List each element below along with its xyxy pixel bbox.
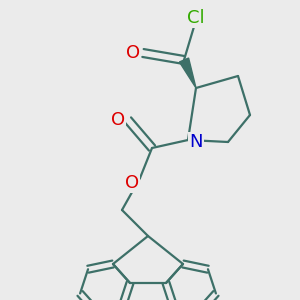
Text: Cl: Cl [187,9,205,27]
Text: O: O [126,44,140,62]
Polygon shape [179,58,196,88]
Text: O: O [125,174,139,192]
Text: O: O [111,111,125,129]
Text: O: O [126,44,140,62]
Text: N: N [189,133,203,151]
Text: N: N [189,133,203,151]
Text: Cl: Cl [187,9,205,27]
Text: O: O [125,174,139,192]
Text: O: O [111,111,125,129]
